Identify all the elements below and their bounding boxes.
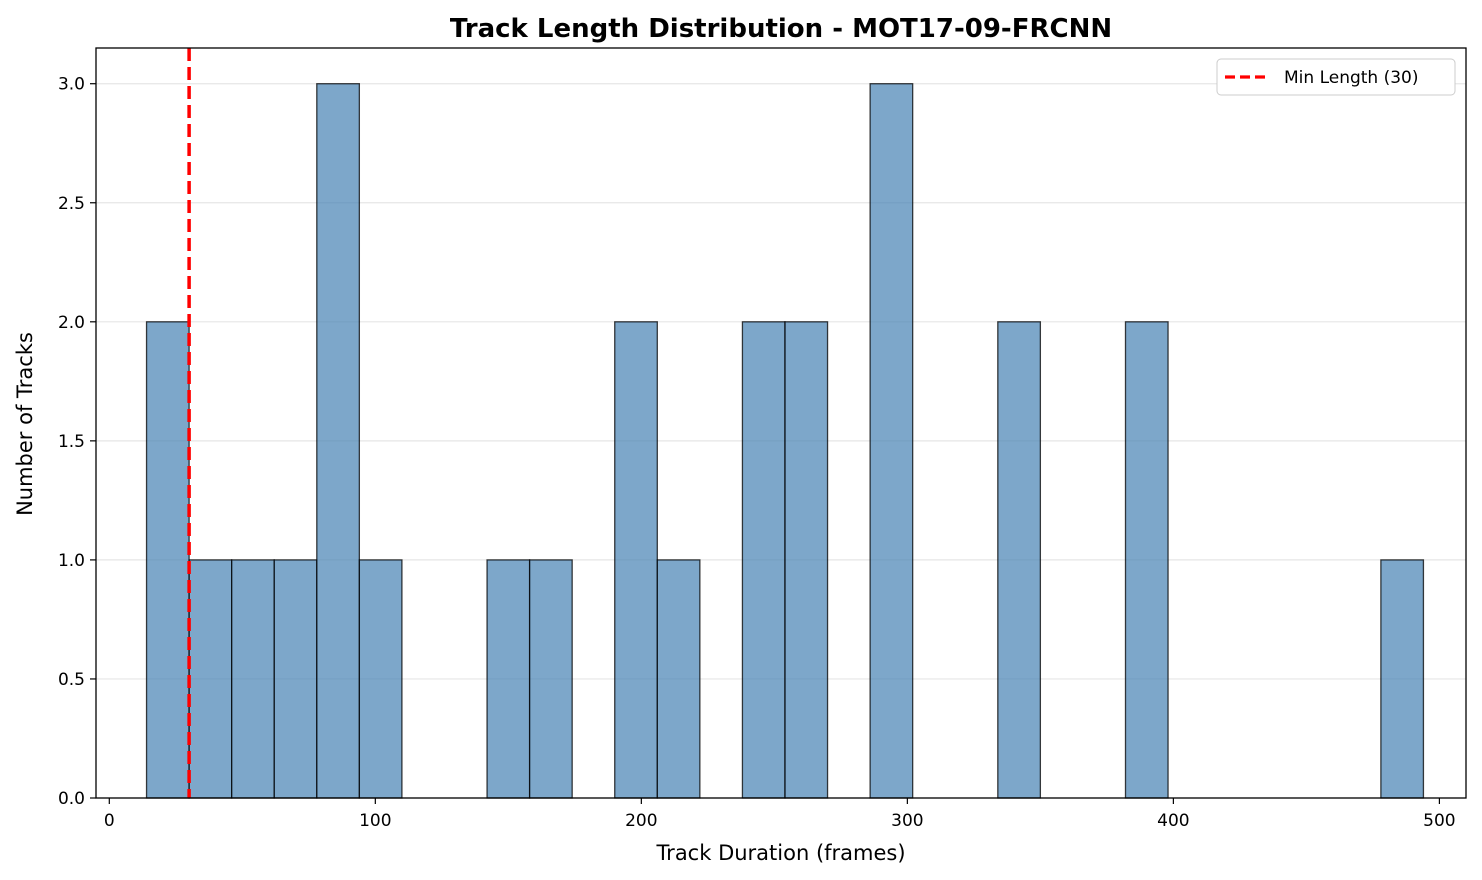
- chart-title: Track Length Distribution - MOT17-09-FRC…: [450, 14, 1112, 44]
- histogram-bar: [316, 83, 361, 799]
- x-tick-label: 500: [1423, 811, 1455, 831]
- y-tick-label: 2.0: [58, 313, 85, 333]
- histogram-bar: [656, 559, 701, 799]
- y-tick-label: 2.5: [58, 194, 85, 214]
- histogram-bar: [784, 321, 829, 799]
- x-tick-label: 200: [625, 811, 657, 831]
- y-tick-label: 1.5: [58, 432, 85, 452]
- histogram-bar: [614, 321, 658, 799]
- x-tick-label: 100: [359, 811, 391, 831]
- y-axis-ticks: 0.0 0.5 1.0 1.5 2.0 2.5 3.0: [58, 75, 96, 809]
- histogram-bar: [741, 321, 786, 799]
- histogram-bar: [1380, 559, 1425, 799]
- y-tick-label: 0.5: [58, 670, 85, 690]
- legend-box: [1216, 58, 1456, 96]
- plot-frame: [95, 47, 1467, 799]
- histogram-bar: [358, 559, 403, 799]
- histogram-bar: [231, 559, 275, 799]
- x-axis-label: Track Duration (frames): [655, 841, 905, 865]
- legend-entry-min-length: Min Length (30): [1284, 68, 1419, 88]
- y-tick-label: 3.0: [58, 75, 85, 95]
- y-tick-label: 0.0: [58, 789, 85, 809]
- histogram-bar: [486, 559, 531, 799]
- histogram-bar: [1124, 321, 1169, 799]
- y-axis-label: Number of Tracks: [13, 332, 37, 516]
- x-tick-label: 400: [1157, 811, 1189, 831]
- y-tick-label: 1.0: [58, 551, 85, 571]
- x-tick-label: 300: [891, 811, 923, 831]
- histogram-bar: [869, 83, 914, 799]
- histogram-bar: [528, 559, 573, 799]
- histogram-bars: [145, 83, 1425, 799]
- x-tick-label: 0: [104, 811, 115, 831]
- histogram-bar: [145, 321, 190, 799]
- histogram-bar: [997, 321, 1042, 799]
- x-axis-ticks: 0 100 200 300 400 500: [104, 798, 1456, 831]
- histogram-bar: [188, 559, 233, 799]
- histogram-bar: [273, 559, 318, 799]
- legend: Min Length (30): [1216, 58, 1456, 96]
